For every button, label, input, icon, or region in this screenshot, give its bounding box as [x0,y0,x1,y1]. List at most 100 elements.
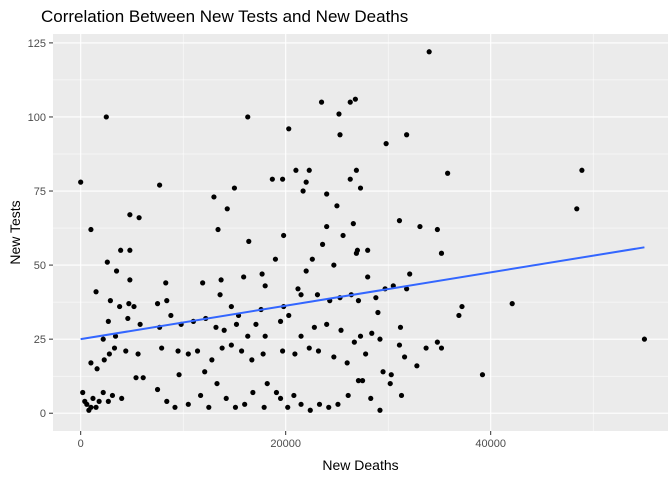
data-point [202,369,208,375]
data-point [185,401,191,407]
data-point [579,167,585,173]
data-point [398,392,405,399]
data-point [306,167,312,173]
data-point [217,292,223,298]
data-point [479,372,486,378]
data-point [280,176,286,182]
data-point [90,395,96,402]
x-tick-label: 0 [78,438,84,450]
data-point [324,223,330,230]
data-point [331,262,337,268]
data-point [125,315,131,322]
data-point [363,351,369,357]
data-point [347,176,353,182]
y-tick-label: 25 [34,334,46,346]
data-point [357,185,364,191]
data-point [300,188,306,194]
data-point [211,194,217,200]
data-point [224,206,230,212]
data-point [373,295,379,301]
data-point [105,318,111,324]
data-point [407,271,413,277]
data-point [218,277,224,283]
data-point [104,259,110,265]
data-point [345,392,351,399]
data-point [340,232,346,239]
data-point [136,215,142,221]
data-point [245,333,251,339]
data-point [423,345,429,351]
data-point [111,345,118,351]
data-point [264,380,270,387]
data-point [163,280,169,286]
data-point [324,191,330,197]
data-point [337,132,343,138]
data-point [315,348,322,354]
data-point [298,333,304,339]
data-point [383,141,389,147]
data-point [246,238,252,244]
data-point [126,301,132,307]
data-point [250,389,256,396]
data-point [306,345,312,351]
data-point [303,268,309,274]
data-point [509,301,515,307]
data-point [273,389,280,396]
data-point [101,357,107,363]
data-point [574,206,580,212]
data-point [93,404,99,410]
data-point [336,111,342,117]
data-point [359,378,366,384]
data-point [103,114,109,120]
data-point [280,348,286,354]
data-point [334,203,340,209]
data-point [396,342,403,348]
data-point [228,342,234,348]
data-point [353,250,359,256]
data-point [215,226,221,233]
data-point [387,380,393,387]
data-point [164,298,170,304]
y-tick-label: 75 [34,186,46,198]
data-point [375,309,381,316]
data-point [269,176,275,182]
data-point [352,96,358,102]
data-point [164,398,170,404]
data-point [221,327,227,333]
data-point [127,212,133,218]
data-point [100,336,106,342]
data-point [198,392,204,399]
data-point [286,126,292,132]
data-point [388,372,394,378]
data-point [123,348,129,354]
data-point [414,363,420,369]
data-point [117,303,123,310]
data-point [228,303,234,310]
data-point [159,345,165,351]
data-point [133,375,139,381]
data-point [396,218,403,224]
data-point [242,401,248,407]
data-point [118,247,124,253]
data-point [78,179,84,185]
data-point [326,404,332,410]
data-point [277,395,284,402]
data-point [214,380,220,387]
data-point [324,321,330,327]
data-point [292,351,298,357]
grid-lines [53,34,668,431]
data-point [404,132,410,138]
data-point [157,182,163,188]
data-point [231,185,238,191]
data-point [233,321,240,327]
data-point [239,348,245,354]
data-point [140,375,146,381]
data-point [311,324,317,330]
data-point [80,389,86,396]
data-point [438,250,445,256]
data-point [357,333,364,339]
data-point [261,404,267,410]
data-point [350,221,356,227]
data-point [426,49,432,55]
